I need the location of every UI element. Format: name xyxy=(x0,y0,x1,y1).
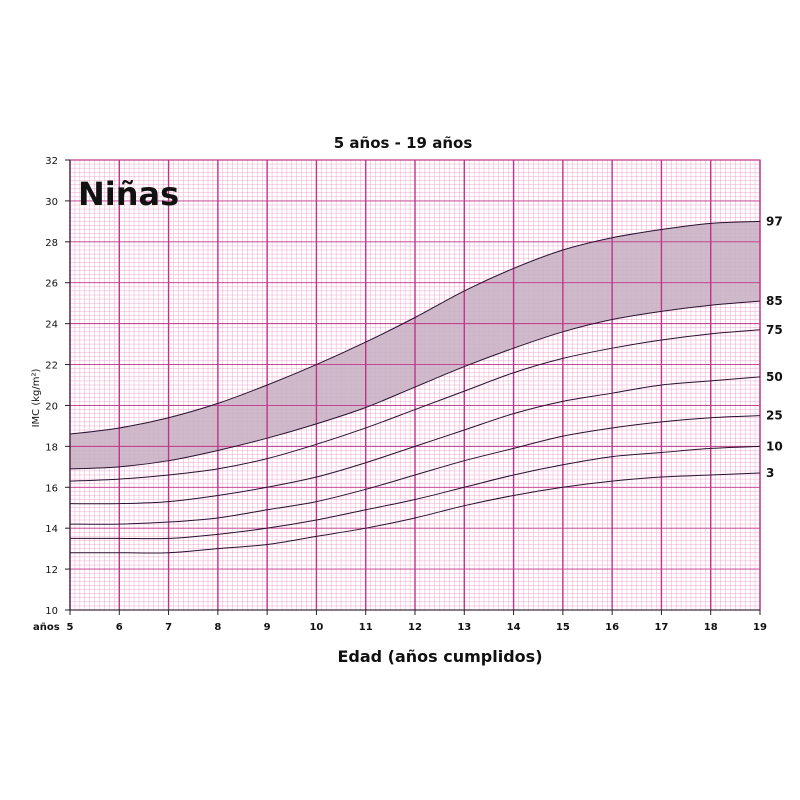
x-tick-label: 13 xyxy=(457,622,471,633)
y-axis-label: IMC (kg/m²) xyxy=(31,369,42,428)
chart-subtitle: Niñas xyxy=(78,175,179,213)
x-tick-label: 8 xyxy=(214,622,221,633)
percentile-line-85 xyxy=(69,300,761,470)
x-tick-label: 6 xyxy=(116,622,123,633)
y-tick-label: 22 xyxy=(45,361,58,372)
y-tick-label: 26 xyxy=(45,279,58,290)
x-tick-label: 7 xyxy=(165,622,172,633)
y-tick-label: 14 xyxy=(45,524,58,535)
y-tick-label: 30 xyxy=(45,197,58,208)
x-tick-label: 18 xyxy=(704,622,718,633)
y-tick-label: 12 xyxy=(45,565,58,576)
chart-title: 5 años - 19 años xyxy=(334,134,473,152)
x-tick-label: 16 xyxy=(605,622,619,633)
x-tick-label: 17 xyxy=(654,622,668,633)
percentile-label-75: 75 xyxy=(766,323,783,337)
percentile-line-3 xyxy=(70,472,761,554)
y-tick-label: 24 xyxy=(45,320,58,331)
x-tick-label: 11 xyxy=(359,622,373,633)
percentile-label-97: 97 xyxy=(766,214,783,228)
x-tick-label: 5 xyxy=(67,622,74,633)
y-tick-label: 20 xyxy=(45,401,58,412)
percentile-lines xyxy=(69,220,761,554)
percentile-line-25 xyxy=(69,415,761,525)
percentile-label-50: 50 xyxy=(766,370,783,384)
y-tick-label: 18 xyxy=(45,442,58,453)
x-tick-label: 9 xyxy=(264,622,271,633)
percentile-label-85: 85 xyxy=(766,294,783,308)
y-tick-label: 32 xyxy=(45,156,58,167)
percentile-labels: 97 85 75 50 25 10 3 xyxy=(766,214,783,480)
x-tick-label: 14 xyxy=(507,622,521,633)
percentile-line-97 xyxy=(69,220,761,435)
x-tick-label: 12 xyxy=(408,622,422,633)
x-axis-unit: años xyxy=(33,622,60,633)
percentile-line-10 xyxy=(70,445,761,540)
percentile-line-75 xyxy=(69,329,761,482)
tick-labels: 10 12 14 16 18 20 22 24 26 28 30 32 5 6 7 8 9 10 11 12 13 14 1… xyxy=(45,156,767,633)
percentile-label-3: 3 xyxy=(766,466,774,480)
percentile-line-50 xyxy=(69,376,761,505)
x-tick-label: 19 xyxy=(753,622,767,633)
x-tick-label: 15 xyxy=(556,622,570,633)
x-axis-label: Edad (años cumplidos) xyxy=(337,647,542,666)
y-tick-label: 28 xyxy=(45,238,58,249)
percentile-label-10: 10 xyxy=(766,439,783,453)
percentile-label-25: 25 xyxy=(766,409,783,423)
x-tick-label: 10 xyxy=(309,622,323,633)
y-tick-label: 16 xyxy=(45,483,58,494)
y-tick-label: 10 xyxy=(45,606,58,617)
